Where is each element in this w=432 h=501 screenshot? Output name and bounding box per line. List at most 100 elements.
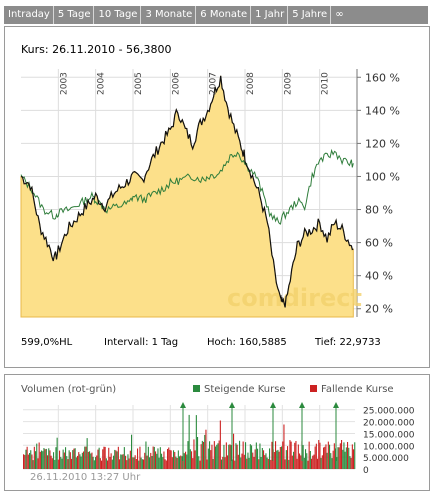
volume-bar: [219, 420, 221, 469]
vol-tick-label: 15.000.000: [363, 430, 415, 440]
volume-bar: [32, 460, 34, 469]
volume-bar: [293, 451, 295, 469]
volume-bar: [111, 459, 113, 469]
volume-bar: [259, 443, 261, 469]
volume-bar: [65, 447, 67, 469]
volume-bar: [139, 446, 141, 469]
volume-bar: [105, 458, 107, 469]
volume-bar: [233, 433, 235, 469]
volume-bar: [330, 453, 332, 469]
volume-bar: [149, 457, 151, 469]
volume-bar: [27, 454, 29, 469]
volume-bar: [342, 449, 344, 469]
volume-bar: [191, 451, 193, 469]
volume-bar: [55, 447, 57, 469]
volume-bar: [217, 443, 219, 469]
volume-bar: [134, 455, 136, 469]
volume-bar: [79, 454, 81, 469]
volume-bar: [351, 444, 353, 469]
y-tick-label: 60 %: [365, 237, 393, 250]
overflow-arrow-icon: [299, 402, 305, 408]
volume-bar: [319, 442, 321, 469]
volume-bar: [163, 451, 165, 469]
volume-bar: [171, 457, 173, 469]
overflow-arrow-icon: [180, 402, 186, 408]
volume-bar: [83, 451, 85, 469]
vol-tick-label: 25.000.000: [363, 407, 415, 417]
tab-2[interactable]: 10 Tage: [94, 6, 142, 24]
tief-value: Tief: 22,9733: [315, 337, 381, 348]
volume-bar: [325, 444, 327, 469]
volume-bar: [31, 454, 33, 469]
volume-bar: [211, 444, 213, 469]
volume-bar: [266, 457, 268, 469]
tab-3[interactable]: 3 Monate: [141, 6, 197, 24]
volume-bar: [338, 447, 340, 469]
volume-bar: [97, 449, 99, 469]
volume-bar: [109, 456, 111, 469]
volume-bar: [332, 450, 334, 469]
tab-6[interactable]: 5 Jahre: [288, 6, 332, 24]
volume-bar: [218, 440, 220, 469]
volume-bar: [216, 444, 218, 469]
volume-bar: [324, 446, 326, 469]
volume-bar: [300, 455, 302, 469]
volume-bar: [278, 451, 280, 469]
volume-bar: [271, 441, 273, 469]
volume-bar: [25, 449, 27, 469]
volume-bar: [287, 446, 289, 469]
x-tick-label: 2010: [321, 72, 331, 95]
volume-bar: [177, 450, 179, 469]
y-tick-label: 100 %: [365, 170, 400, 183]
volume-bar: [72, 450, 74, 469]
volume-bar: [168, 447, 170, 469]
volume-bar: [199, 460, 201, 469]
volume-bar: [187, 441, 189, 469]
stock-area: [20, 75, 354, 318]
volume-bar: [260, 457, 262, 469]
volume-bar: [165, 460, 167, 469]
volume-bar: [289, 440, 291, 469]
volume-bar: [186, 454, 188, 469]
volume-bar: [283, 424, 285, 469]
volume-bar: [115, 450, 117, 469]
volume-bar: [157, 448, 159, 469]
volume-bar: [241, 453, 243, 469]
volume-bar: [282, 441, 284, 469]
volume-bar: [339, 443, 341, 469]
tab-5[interactable]: 1 Jahr: [251, 6, 289, 24]
volume-bar: [206, 459, 208, 469]
volume-panel: Volumen (rot-grün) Steigende Kurse Falle…: [4, 374, 430, 491]
stock-line: [20, 75, 354, 308]
volume-bar: [253, 456, 255, 469]
volume-bar: [225, 442, 227, 469]
volume-bar: [116, 451, 118, 469]
volume-bar: [329, 444, 331, 469]
volume-bar: [273, 452, 275, 469]
tab-4[interactable]: 6 Monate: [196, 6, 252, 24]
volume-bar: [281, 446, 283, 469]
volume-bar: [345, 447, 347, 469]
volume-bar: [43, 448, 45, 469]
volume-bar: [63, 452, 65, 469]
volume-bar: [113, 455, 115, 469]
volume-bar: [60, 456, 62, 469]
volume-bar: [152, 446, 154, 469]
volume-bar: [318, 440, 320, 469]
tab-0[interactable]: Intraday: [4, 6, 54, 24]
volume-bar: [29, 453, 31, 469]
overflow-arrow-icon: [229, 402, 235, 408]
volume-bar: [24, 454, 26, 469]
volume-bar: [71, 458, 73, 469]
tab-7[interactable]: ∞: [335, 9, 344, 20]
volume-bar: [35, 451, 37, 469]
volume-bar: [245, 442, 247, 469]
volume-bar: [321, 455, 323, 469]
volume-bar: [95, 457, 97, 469]
volume-bar: [146, 455, 148, 469]
price-chart-panel: Kurs: 26.11.2010 - 56,3800 comdirect 160…: [4, 26, 430, 368]
tab-1[interactable]: 5 Tage: [54, 6, 95, 24]
timestamp: 26.11.2010 13:27 Uhr: [30, 472, 141, 483]
volume-bar: [228, 444, 230, 469]
volume-bar: [74, 448, 76, 469]
